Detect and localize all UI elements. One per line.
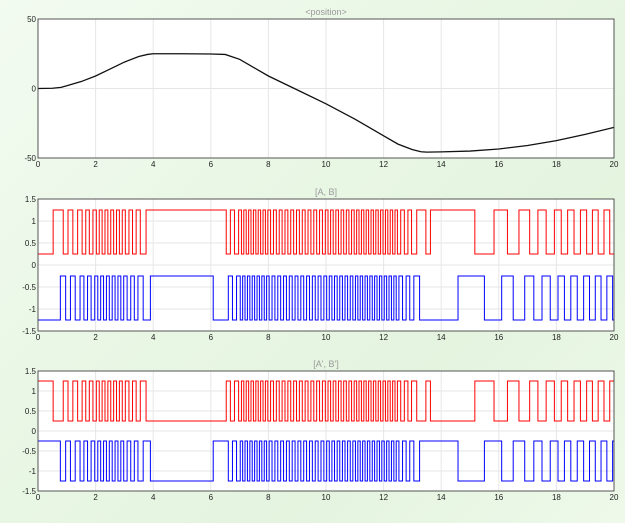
y-tick-label: -0.5 [22,283,36,292]
x-tick-label: 6 [209,333,214,342]
x-tick-label: 18 [552,160,561,169]
plot-title: [A, B] [315,187,337,197]
x-tick-label: 8 [266,493,271,502]
x-tick-label: 4 [151,333,156,342]
x-tick-label: 18 [552,333,561,342]
x-tick-label: 12 [379,333,388,342]
x-tick-label: 6 [209,160,214,169]
signal-a-line [38,380,614,422]
x-tick-label: 16 [494,333,503,342]
y-tick-label: 1.5 [25,367,37,376]
chart-panel-2: [A, B] 0 2 4 6 8 10 12 14 16 18 20 1.5 1 0.5 0 -0.5 -1 -1.… [22,187,619,342]
y-tick-label: -1 [29,305,37,314]
plot-border [37,18,615,159]
x-tick-label: 14 [437,493,446,502]
x-tick-label: 2 [93,493,98,502]
plot-title: [A', B'] [313,359,338,369]
x-tick-label: 20 [610,160,619,169]
x-tick-label: 2 [93,333,98,342]
x-tick-label: 18 [552,493,561,502]
x-tick-label: 16 [494,160,503,169]
y-tick-label: 0.5 [25,239,37,248]
y-tick-label: -1.5 [22,487,36,496]
chart-panel-3: [A', B'] 0 2 4 6 8 10 12 14 16 18 20 1.5 1 0.5 0 -0.5 -1 -… [22,359,619,502]
plot-title: <position> [305,7,347,17]
x-tick-label: 0 [36,333,41,342]
x-tick-label: 20 [610,333,619,342]
x-tick-label: 6 [209,493,214,502]
y-tick-label: -1.5 [22,327,36,336]
x-tick-label: 2 [93,160,98,169]
x-tick-label: 0 [36,493,41,502]
x-tick-label: 10 [322,160,331,169]
x-tick-label: 14 [437,333,446,342]
x-tick-label: 4 [151,160,156,169]
y-tick-label: 0 [32,261,37,270]
plot-border [37,198,615,332]
plot-border [37,370,615,492]
x-tick-label: 20 [610,493,619,502]
x-tick-label: 16 [494,493,503,502]
position-line [37,53,615,153]
y-tick-label: 50 [27,15,36,24]
signal-b-line [38,275,614,321]
x-tick-label: 8 [266,160,271,169]
y-tick-label: -1 [29,467,37,476]
signal-b-line [38,440,614,482]
x-tick-label: 10 [322,493,331,502]
y-tick-label: -50 [24,154,36,163]
x-tick-label: 0 [36,160,41,169]
y-tick-label: 0 [32,427,37,436]
x-tick-label: 12 [379,493,388,502]
x-tick-label: 8 [266,333,271,342]
x-tick-label: 10 [322,333,331,342]
y-tick-label: 1.5 [25,195,37,204]
x-tick-label: 4 [151,493,156,502]
y-tick-label: 1 [32,217,37,226]
y-tick-label: 0 [32,85,37,94]
y-tick-label: 0.5 [25,407,37,416]
y-tick-label: -0.5 [22,447,36,456]
x-tick-label: 14 [437,160,446,169]
signal-a-line [38,209,614,255]
x-tick-label: 12 [379,160,388,169]
y-tick-label: 1 [32,387,37,396]
